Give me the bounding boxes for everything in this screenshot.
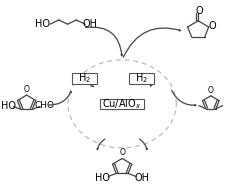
FancyArrowPatch shape bbox=[139, 139, 147, 150]
FancyArrowPatch shape bbox=[86, 27, 122, 56]
Text: O: O bbox=[195, 6, 203, 16]
Text: OH: OH bbox=[83, 19, 98, 29]
Text: CHO: CHO bbox=[35, 101, 55, 110]
FancyBboxPatch shape bbox=[100, 99, 144, 109]
FancyArrowPatch shape bbox=[172, 91, 196, 106]
Text: OH: OH bbox=[134, 173, 149, 183]
FancyArrowPatch shape bbox=[123, 28, 180, 57]
Text: O: O bbox=[24, 85, 30, 94]
Text: Cu/AlO$_x$: Cu/AlO$_x$ bbox=[102, 97, 142, 111]
Text: O: O bbox=[119, 148, 125, 157]
Text: H$_2$: H$_2$ bbox=[135, 72, 148, 85]
Text: HO: HO bbox=[1, 101, 16, 111]
Text: O: O bbox=[208, 21, 216, 31]
FancyArrowPatch shape bbox=[97, 139, 105, 150]
Text: H$_2$: H$_2$ bbox=[78, 72, 91, 85]
Text: O: O bbox=[208, 86, 214, 95]
FancyBboxPatch shape bbox=[129, 73, 154, 84]
Text: HO: HO bbox=[35, 19, 50, 29]
FancyBboxPatch shape bbox=[72, 73, 97, 84]
FancyArrowPatch shape bbox=[49, 92, 71, 105]
Text: HO: HO bbox=[95, 173, 110, 183]
